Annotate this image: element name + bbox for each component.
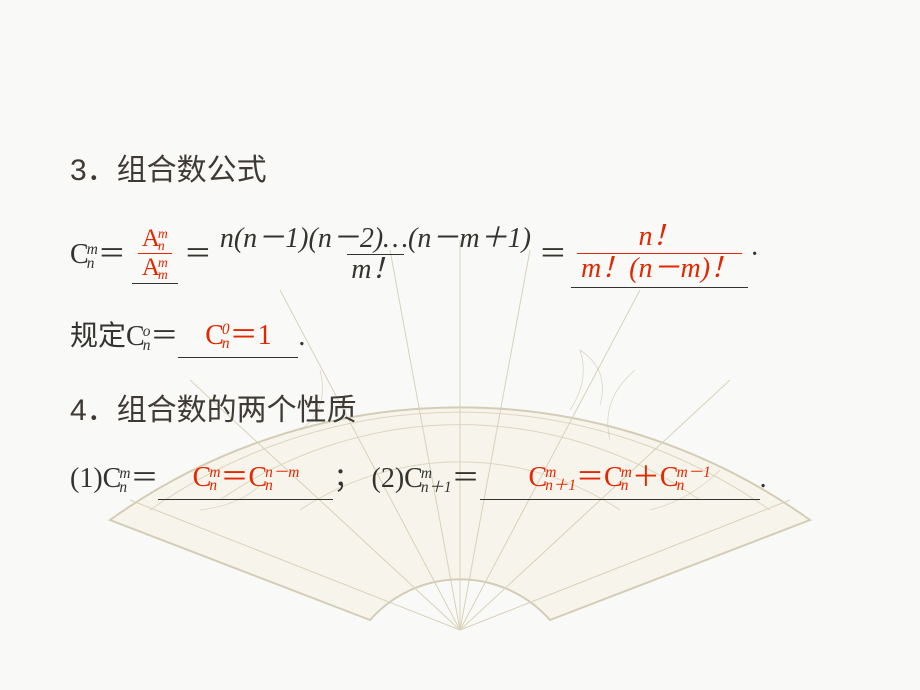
prop1-lhs: Cmn (103, 459, 131, 498)
prop2-prefix: (2) (372, 459, 405, 498)
prop1-eq: ＝ (130, 459, 158, 498)
trailing-dot: · (750, 235, 759, 274)
section-4-heading: 组合数的两个性质 (117, 390, 357, 432)
blank-cn0-equals-1: C0n＝1 (178, 316, 298, 358)
section-3-title: 3． 组合数公式 (70, 150, 850, 192)
rule-eq: ＝ (150, 317, 178, 356)
blank-factorial-form: n！ m！(n－m)！ (571, 222, 748, 288)
equals-2: ＝ (184, 235, 212, 274)
section-3-heading: 组合数公式 (117, 150, 267, 192)
prop1-suffix: ； (333, 459, 361, 498)
middle-expanded-fraction: n(n－1)(n－2)…(n－m＋1) m！ (216, 224, 535, 287)
rule-lhs: Con (126, 317, 150, 356)
equals-1: ＝ (98, 235, 126, 274)
prop2-suffix: . (760, 459, 767, 498)
section-3-number: 3． (70, 150, 117, 192)
rule-label: 规定 (70, 317, 126, 356)
formula-line-1: Cmn ＝ Amn Amm ＝ n(n－1)(n－2)…(n－m＋1) m！ ＝ (70, 222, 850, 288)
prop2-eq: ＝ (452, 459, 480, 498)
properties-line: (1) Cmn ＝ Cmn＝Cn－mn ； (2) Cmn＋1 ＝ Cmn＋1＝… (70, 458, 850, 500)
section-4-number: 4． (70, 390, 117, 432)
blank-prop2: Cmn＋1＝Cmn＋Cm－1n (480, 458, 760, 500)
blank-prop1: Cmn＝Cn－mn (158, 458, 333, 500)
prop1-prefix: (1) (70, 459, 103, 498)
equals-3: ＝ (539, 235, 567, 274)
prop2-lhs: Cmn＋1 (404, 459, 451, 498)
cnm-symbol: Cmn (70, 235, 98, 274)
formula-rule-line: 规定 Con ＝ C0n＝1 . (70, 316, 850, 358)
section-4-title: 4． 组合数的两个性质 (70, 390, 850, 432)
blank-anm-over-amm: Amn Amm (132, 225, 178, 284)
rule-period: . (298, 317, 305, 356)
slide-content: 3． 组合数公式 Cmn ＝ Amn Amm ＝ n(n－1)(n－2)…(n－… (0, 0, 920, 500)
